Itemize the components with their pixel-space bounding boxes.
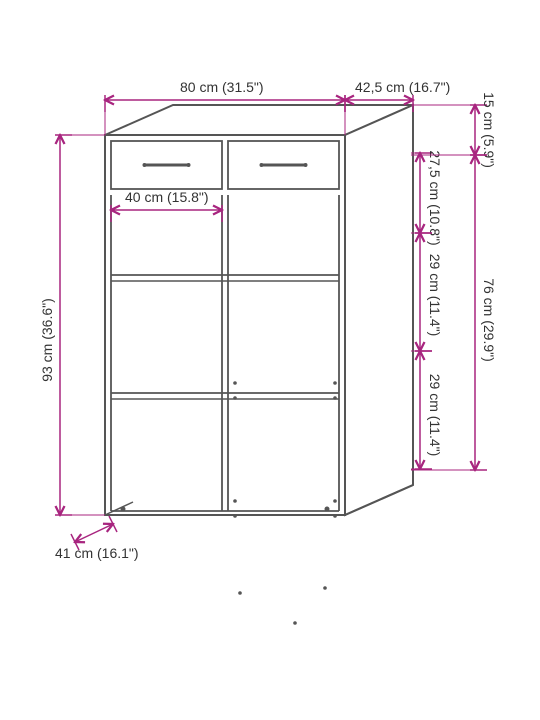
svg-text:29 cm (11.4"): 29 cm (11.4") (427, 254, 443, 337)
dimension-diagram: 80 cm (31.5") 42,5 cm (16.7") 93 cm (36.6"… (0, 0, 540, 720)
svg-text:29 cm (11.4"): 29 cm (11.4") (427, 374, 443, 457)
svg-text:40 cm (15.8"): 40 cm (15.8") (125, 189, 209, 205)
svg-text:76 cm (29.9"): 76 cm (29.9") (481, 278, 497, 362)
svg-text:41 cm (16.1"): 41 cm (16.1") (55, 545, 139, 561)
furniture-outline (105, 105, 413, 625)
svg-text:15 cm (5.9"): 15 cm (5.9") (481, 92, 497, 168)
svg-text:93 cm (36.6"): 93 cm (36.6") (39, 298, 55, 382)
svg-text:80 cm (31.5"): 80 cm (31.5") (180, 79, 264, 95)
svg-text:27,5 cm (10.8"): 27,5 cm (10.8") (427, 150, 443, 245)
svg-text:42,5 cm (16.7"): 42,5 cm (16.7") (355, 79, 450, 95)
